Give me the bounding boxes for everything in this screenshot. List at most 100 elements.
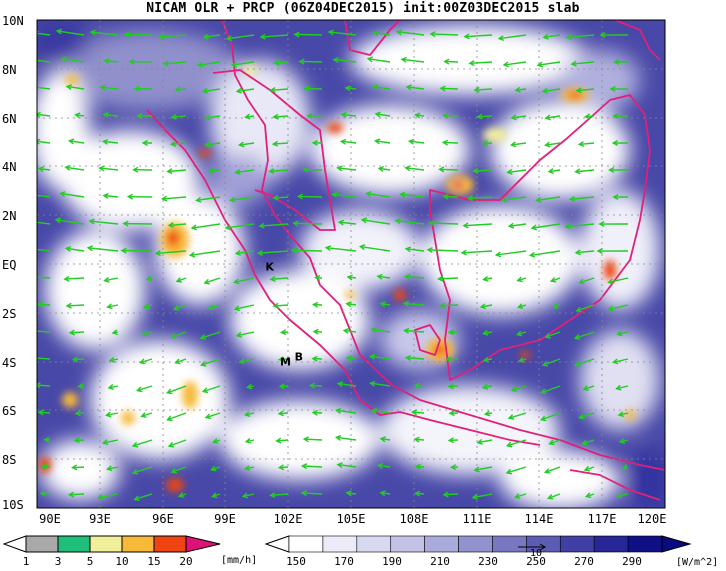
wind-vector: [501, 196, 527, 203]
wind-vector: [370, 408, 391, 414]
prcp-tick-20: 20: [179, 555, 193, 568]
wind-vector: [340, 111, 357, 118]
wind-vector: [574, 249, 595, 256]
wind-vector: [472, 167, 493, 174]
wind-vector: [360, 217, 391, 225]
wind-vector: [293, 31, 323, 38]
olr-tick-250: 250: [526, 555, 546, 568]
wind-vector: [172, 304, 187, 311]
lon-label-93e: 93E: [89, 512, 111, 526]
wind-vector: [447, 383, 459, 390]
wind-vector: [370, 326, 391, 333]
wind-vector: [64, 164, 85, 171]
wind-vector: [402, 327, 425, 334]
prcp-color-5: [153, 535, 187, 553]
wind-vector: [122, 220, 153, 227]
wind-vector: [106, 465, 119, 472]
wind-vector: [132, 166, 153, 173]
wind-vector: [448, 410, 459, 417]
wind-vector: [230, 61, 255, 68]
olr-tick-170: 170: [334, 555, 354, 568]
wind-vector: [482, 356, 493, 363]
wind-vector: [234, 169, 255, 175]
wind-vector: [37, 194, 51, 198]
wind-vector: [89, 29, 119, 36]
wind-vector: [379, 301, 391, 308]
olr-colorbar: [264, 535, 692, 553]
wind-vector: [106, 303, 119, 310]
wind-vector: [428, 220, 459, 227]
wind-vector: [373, 138, 391, 145]
wind-vector: [99, 84, 119, 91]
wind-vector: [40, 463, 51, 470]
wind-vector: [584, 113, 595, 120]
wind-vector: [312, 328, 323, 335]
olr-color-11: [627, 535, 663, 553]
wind-vector: [43, 436, 51, 443]
coastline: [146, 20, 665, 501]
wind-vector: [515, 330, 527, 337]
wind-vector: [37, 276, 51, 279]
wind-vector: [86, 245, 119, 252]
wind-vector: [311, 355, 323, 362]
wind-vector: [107, 384, 119, 390]
wind-vector: [202, 33, 221, 40]
wind-vector: [37, 355, 51, 361]
olr-color-3: [356, 535, 392, 553]
wind-vector: [439, 85, 459, 92]
prcp-above-triangle: [185, 535, 221, 553]
wind-vector: [300, 490, 323, 497]
wind-vector: [376, 462, 391, 469]
wind-vector: [154, 250, 187, 257]
wind-vector: [516, 303, 527, 310]
wind-vector: [368, 353, 391, 360]
wind-vector: [71, 356, 85, 363]
wind-vector: [65, 84, 85, 91]
wind-vector: [300, 463, 323, 470]
wind-vector: [481, 383, 493, 390]
wind-vector: [60, 56, 85, 63]
wind-vector: [582, 385, 595, 392]
wind-vector: [581, 439, 595, 446]
wind-vector: [234, 249, 255, 256]
prcp-tick-15: 15: [147, 555, 161, 568]
olr-tick-230: 230: [478, 555, 498, 568]
lon-label-120e: 120E: [637, 512, 667, 526]
wind-vector: [404, 354, 425, 361]
lat-lon-grid: [37, 20, 665, 508]
wind-vector: [131, 466, 153, 475]
wind-vector: [607, 277, 629, 285]
prcp-color-2: [57, 535, 91, 553]
wind-vector: [528, 250, 561, 258]
wind-vector: [617, 411, 629, 418]
prcp-color-3: [89, 535, 123, 553]
wind-vector: [473, 466, 493, 473]
wind-vector: [542, 33, 561, 40]
wind-vector: [344, 85, 357, 92]
wind-vector: [167, 222, 187, 229]
wind-vector: [63, 275, 85, 282]
lon-label-102e: 102E: [273, 512, 303, 526]
wind-vector: [140, 412, 153, 418]
wind-vector: [334, 434, 357, 441]
wind-vector: [37, 301, 51, 308]
wind-vector: [174, 86, 187, 93]
wind-vector: [145, 275, 153, 282]
wind-vector: [142, 303, 153, 310]
wind-vector: [190, 223, 221, 231]
wind-vector: [535, 196, 561, 203]
wind-vector: [449, 464, 459, 471]
lon-label-105e: 105E: [336, 512, 366, 526]
wind-vector: [67, 491, 85, 498]
wind-vector: [336, 462, 357, 469]
wind-vector: [101, 138, 119, 145]
wind-vector: [447, 329, 459, 336]
lon-label-111e: 111E: [462, 512, 492, 526]
wind-vector: [578, 277, 595, 285]
lon-label-90e: 90E: [39, 512, 61, 526]
wind-vector: [366, 56, 391, 63]
wind-vector: [235, 331, 255, 338]
wind-vector: [376, 273, 391, 280]
wind-vector: [616, 492, 629, 499]
